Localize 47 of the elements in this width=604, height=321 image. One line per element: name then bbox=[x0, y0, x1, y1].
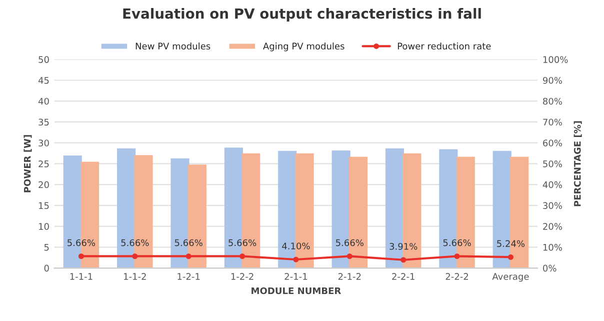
x-tick-label: 2-1-2 bbox=[338, 273, 361, 280]
y-tick-label: 35 bbox=[38, 118, 49, 126]
y-tick-label: 45 bbox=[38, 77, 49, 84]
y-tick-label: 40 bbox=[38, 98, 49, 105]
y2-tick-label: 80% bbox=[543, 98, 562, 105]
y2-tick-label: 20% bbox=[543, 223, 562, 230]
data-label: 4.10% bbox=[282, 242, 310, 250]
data-label: 5.66% bbox=[68, 239, 96, 246]
y2-axis-title: PERCENTAGE [%] bbox=[574, 121, 582, 206]
y2-tick-label: 10% bbox=[543, 244, 562, 251]
x-tick-label: 1-2-1 bbox=[178, 273, 200, 280]
y2-tick-label: 40% bbox=[542, 181, 562, 188]
data-label: 5.66% bbox=[228, 239, 256, 246]
y-tick-label: 20 bbox=[38, 181, 49, 188]
legend-label: New PV modules bbox=[136, 42, 210, 50]
y-tick-label: 5 bbox=[44, 244, 49, 251]
y-tick-label: 0 bbox=[44, 264, 49, 272]
y2-tick-label: 60% bbox=[543, 140, 562, 146]
legend-label: Aging PV modules bbox=[263, 42, 344, 52]
x-tick-label: 1-1-2 bbox=[124, 273, 146, 280]
x-tick-label: 2-2-1 bbox=[392, 273, 414, 280]
data-label: 5.66% bbox=[443, 239, 471, 246]
data-label: 5.66% bbox=[336, 239, 364, 246]
y2-tick-label: 0% bbox=[543, 264, 556, 272]
x-tick-label: Average bbox=[492, 273, 529, 282]
y2-tick-label: 50% bbox=[543, 160, 562, 168]
y-tick-label: 50 bbox=[38, 56, 49, 63]
data-label: 5.24% bbox=[497, 240, 525, 248]
y2-tick-label: 70% bbox=[543, 118, 562, 126]
y-axis-title: POWER [W] bbox=[24, 135, 32, 192]
chart-title: Evaluation on PV output characteristics in fall bbox=[123, 8, 481, 22]
legend-label: Power reduction rate bbox=[398, 42, 491, 50]
y-tick-label: 15 bbox=[39, 202, 49, 209]
x-tick-label: 2-2-2 bbox=[446, 273, 468, 280]
y-tick-label: 30 bbox=[38, 140, 49, 146]
data-label: 5.66% bbox=[121, 239, 149, 246]
y2-tick-label: 100% bbox=[543, 56, 568, 63]
x-axis-title: MODULE NUMBER bbox=[252, 287, 341, 294]
data-label: 3.91% bbox=[390, 242, 418, 250]
x-tick-label: 1-1-1 bbox=[70, 273, 92, 280]
y2-tick-label: 30% bbox=[543, 202, 562, 209]
x-tick-label: 1-2-2 bbox=[231, 273, 254, 280]
y2-tick-label: 90% bbox=[542, 76, 562, 84]
y-tick-label: 10 bbox=[39, 223, 49, 230]
y-tick-label: 25 bbox=[38, 160, 49, 168]
data-label: 5.66% bbox=[174, 239, 202, 246]
x-tick-label: 2-1-1 bbox=[284, 273, 307, 280]
